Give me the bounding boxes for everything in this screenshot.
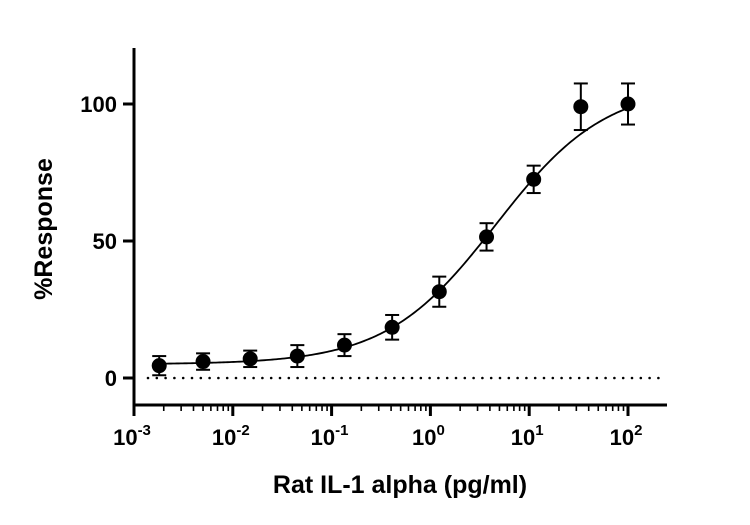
data-point bbox=[195, 354, 211, 370]
x-tick-label--2: 10-2 bbox=[212, 422, 250, 450]
x-axis-title: Rat IL-1 alpha (pg/ml) bbox=[273, 471, 527, 499]
y-tick-label-0: 0 bbox=[105, 366, 117, 391]
x-tick-label-2: 102 bbox=[610, 422, 643, 450]
data-point bbox=[526, 171, 542, 187]
x-tick-label-1: 101 bbox=[511, 422, 544, 450]
x-tick-label--3: 10-3 bbox=[113, 422, 151, 450]
data-point bbox=[479, 229, 495, 245]
data-point bbox=[151, 358, 167, 374]
y-tick-label-100: 100 bbox=[80, 92, 117, 117]
axes-layer: 0 50 100 10-3 10-2 10-1 100 101 102 bbox=[80, 48, 667, 450]
data-point bbox=[620, 96, 636, 112]
plot-layer bbox=[146, 82, 662, 380]
x-tick-label--1: 10-1 bbox=[311, 422, 349, 450]
y-axis-title: %Response bbox=[30, 158, 58, 300]
data-point bbox=[242, 351, 258, 367]
data-point bbox=[431, 284, 447, 300]
y-tick-label-50: 50 bbox=[93, 229, 117, 254]
data-point bbox=[289, 348, 305, 364]
data-point bbox=[336, 337, 352, 353]
data-point bbox=[573, 99, 589, 115]
data-point bbox=[384, 319, 400, 335]
x-tick-label-0: 100 bbox=[412, 422, 445, 450]
